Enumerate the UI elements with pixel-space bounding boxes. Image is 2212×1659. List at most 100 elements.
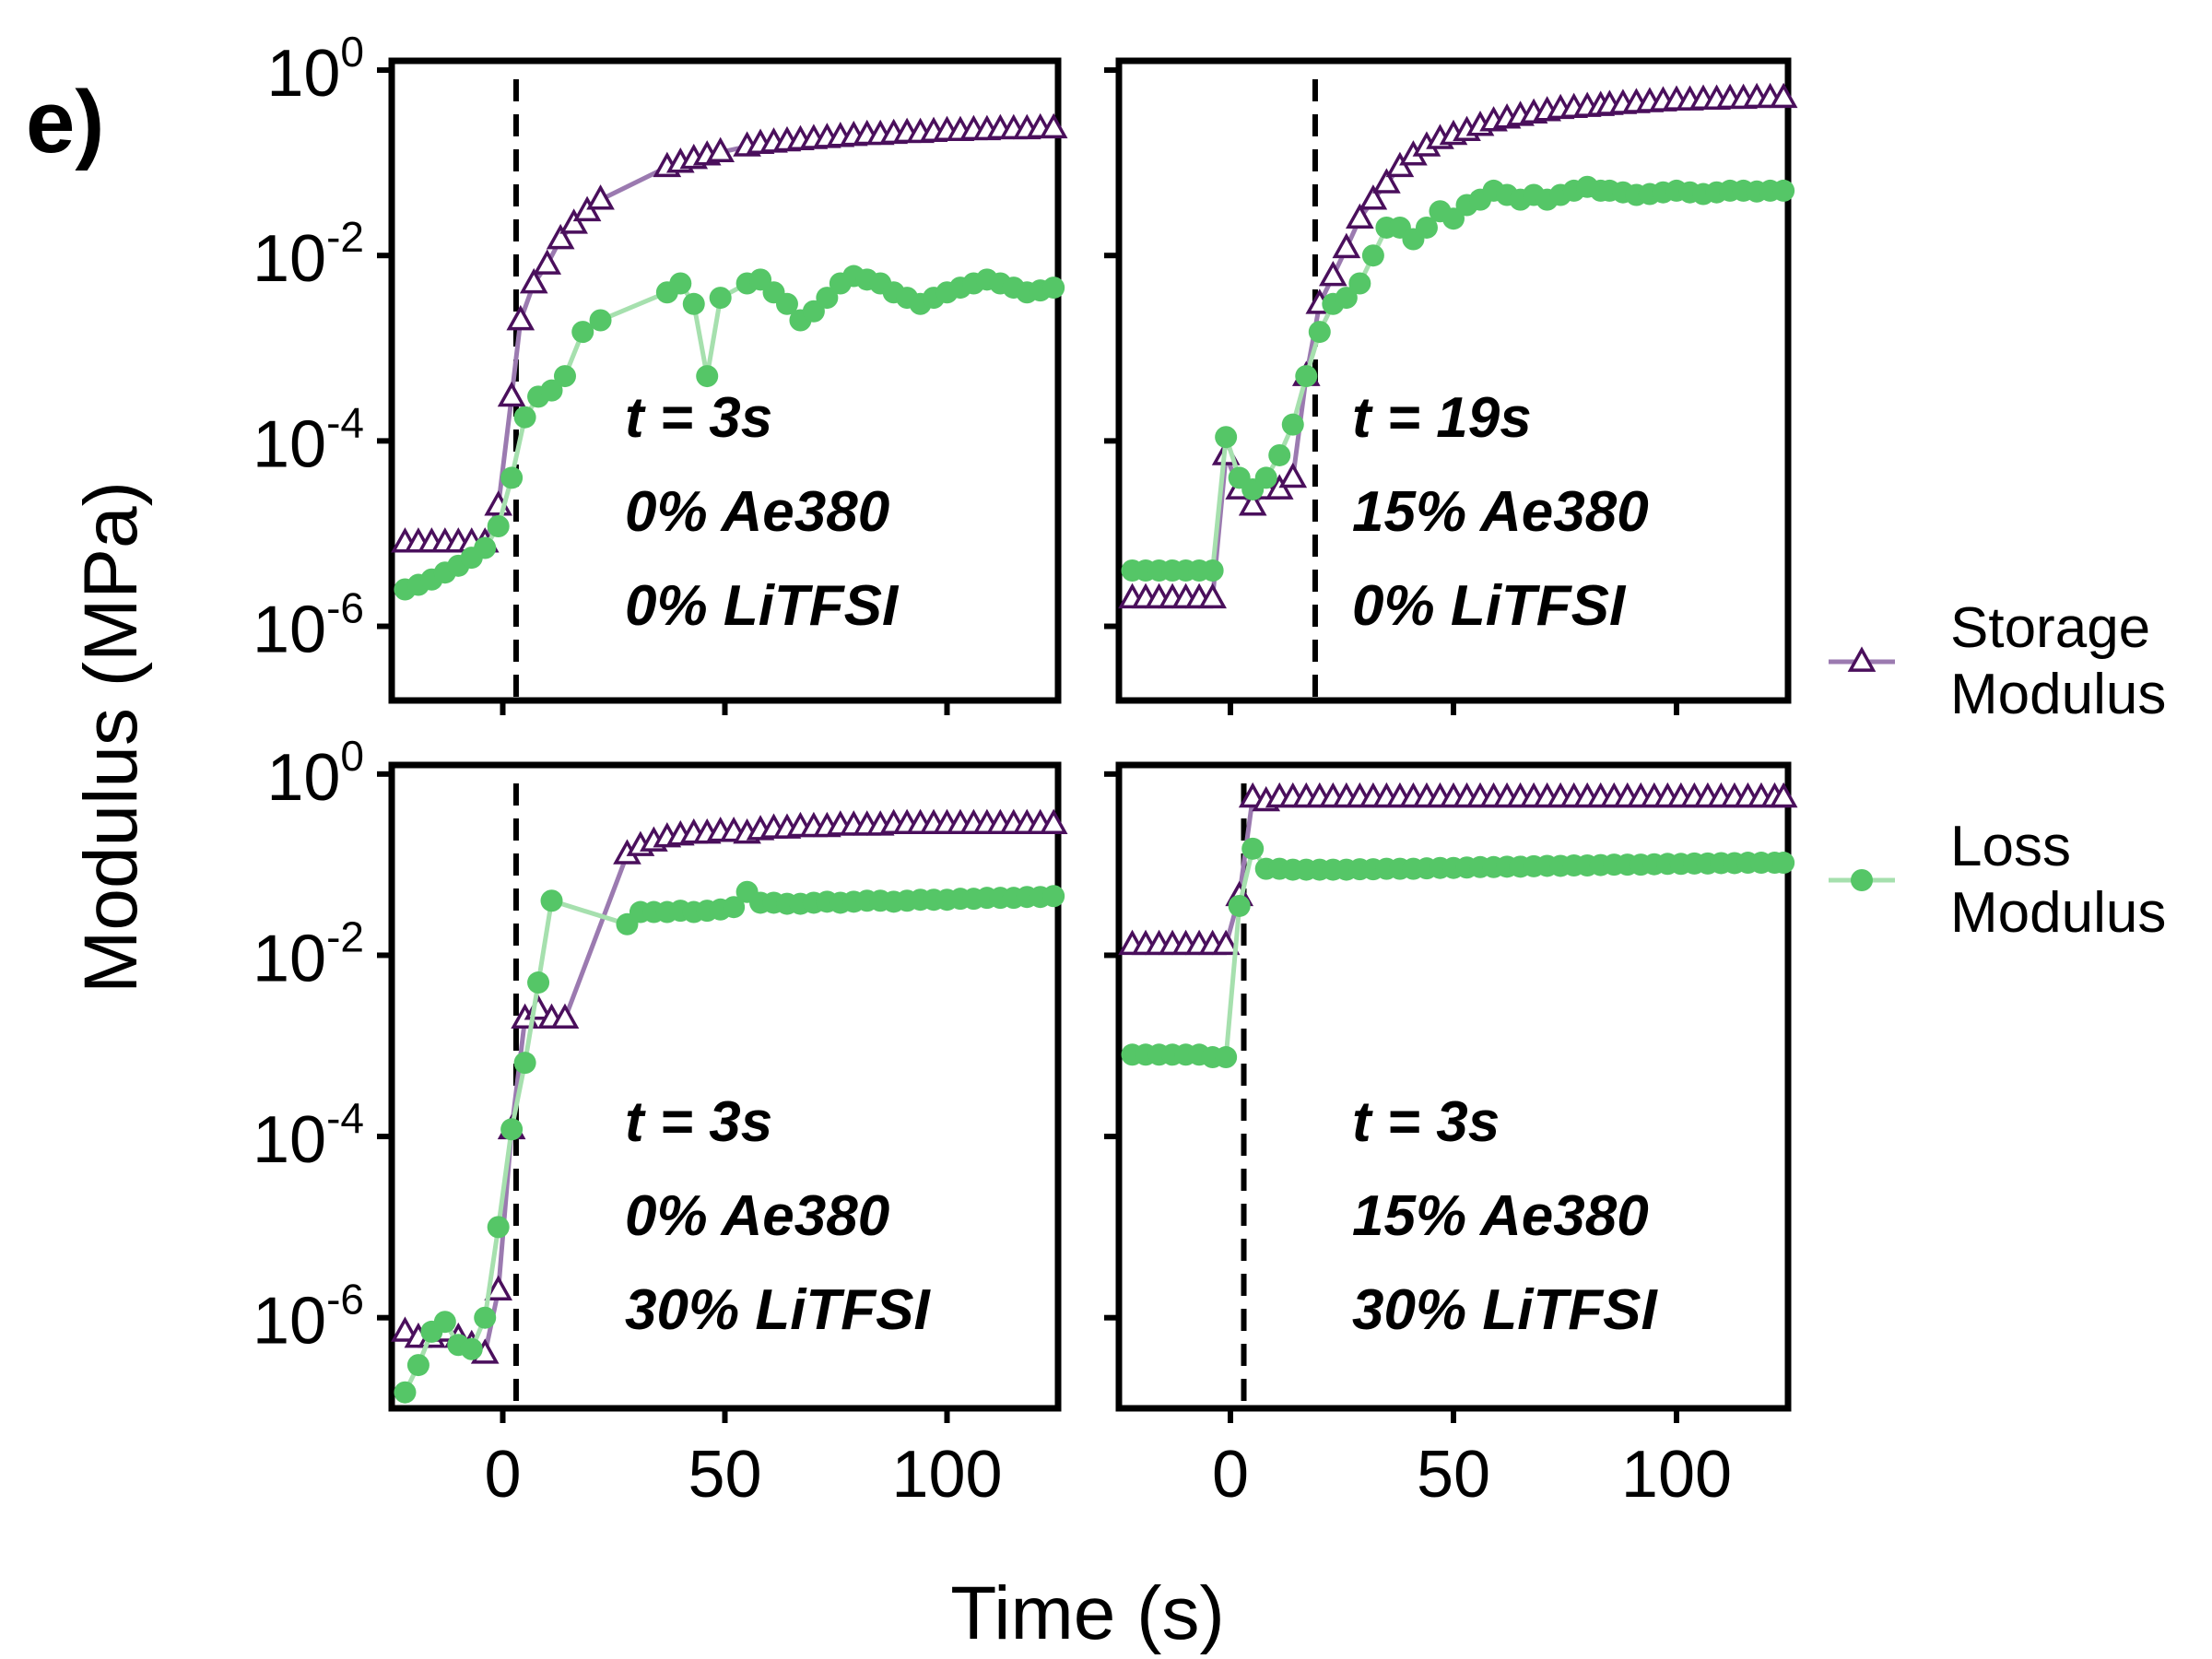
storage-modulus-point — [1372, 168, 1401, 194]
x-tick-label: 0 — [1212, 1438, 1249, 1512]
annotation-line: t = 19s — [1352, 386, 1532, 450]
loss-modulus-point — [1295, 365, 1318, 388]
y-tick-label: 10-4 — [253, 1094, 364, 1177]
annotation-line: 0% LiTFSI — [1352, 574, 1627, 638]
storage-modulus-point — [559, 208, 588, 234]
y-tick-label: 10-4 — [253, 398, 364, 481]
storage-modulus-point — [1039, 808, 1068, 835]
loss-modulus-point — [553, 365, 576, 388]
panel-top-left: 100 10-2 10-4 10-6 t = 3s 0% Ae380 0% LiTFSI — [253, 28, 1068, 715]
loss-modulus-point — [571, 321, 594, 344]
storage-modulus-point — [1359, 184, 1388, 210]
loss-modulus-point — [406, 1354, 429, 1377]
storage-modulus-point — [533, 249, 562, 275]
storage-modulus-point — [1769, 782, 1798, 808]
loss-modulus-point — [723, 896, 746, 919]
loss-modulus-point — [709, 287, 732, 310]
loss-modulus-point — [1201, 559, 1224, 582]
annotation-line: 15% Ae380 — [1352, 480, 1649, 544]
annotation-line: 15% Ae380 — [1352, 1184, 1649, 1248]
loss-modulus-point — [1361, 244, 1384, 267]
annotation-line: 0% LiTFSI — [625, 574, 900, 638]
annotation-line: 0% Ae380 — [625, 1184, 889, 1248]
y-tick-label: 10-6 — [253, 1276, 364, 1359]
y-axis-title: Modulus (MPa) — [69, 481, 153, 994]
loss-modulus-point — [474, 1306, 497, 1329]
y-tick-label: 100 — [266, 732, 364, 815]
y-tick-label: 10-2 — [253, 213, 364, 296]
loss-modulus-point — [1215, 426, 1238, 449]
storage-modulus-point — [497, 381, 526, 407]
x-tick-label: 50 — [1417, 1438, 1490, 1512]
panel-bottom-left: 100 10-2 10-4 10-6 0 50 100 t = 3s 0% Ae380 30% L… — [253, 732, 1068, 1512]
x-tick-label: 0 — [484, 1438, 521, 1512]
loss-modulus-point — [682, 292, 705, 315]
panel-top-right: t = 19s 15% Ae380 0% LiTFSI — [1104, 57, 1798, 715]
loss-modulus-point — [1268, 443, 1291, 466]
loss-modulus-point — [1772, 179, 1795, 202]
loss-modulus-point — [775, 292, 798, 315]
y-tick-label: 100 — [266, 28, 364, 111]
storage-modulus-point — [506, 304, 535, 331]
loss-modulus-point — [1254, 466, 1277, 489]
y-tick-label: 10-2 — [253, 912, 364, 995]
loss-modulus-point — [487, 514, 510, 537]
loss-modulus-point — [500, 1118, 524, 1141]
loss-modulus-point — [1281, 413, 1304, 436]
loss-modulus-point — [589, 309, 612, 332]
x-tick-label: 100 — [1621, 1438, 1732, 1512]
storage-modulus-point — [1346, 203, 1374, 229]
storage-modulus-point — [1318, 260, 1347, 287]
loss-modulus-point — [394, 1381, 417, 1404]
loss-modulus-point — [1415, 216, 1438, 239]
loss-modulus-point — [433, 1311, 456, 1334]
x-tick-label: 50 — [688, 1438, 761, 1512]
storage-modulus-point — [1211, 929, 1241, 956]
x-axis-title: Time (s) — [950, 1571, 1225, 1655]
annotation-line: t = 3s — [625, 386, 772, 450]
storage-modulus-point — [1769, 82, 1798, 109]
storage-modulus-point — [550, 1003, 580, 1030]
loss-modulus-point — [1772, 852, 1795, 875]
loss-modulus-point — [1228, 894, 1251, 917]
panel-letter: e) — [26, 73, 104, 171]
storage-modulus-point — [706, 136, 735, 163]
loss-modulus-point — [1241, 837, 1265, 860]
loss-modulus-point — [816, 287, 839, 310]
annotation-line: t = 3s — [625, 1090, 772, 1154]
storage-modulus-point — [519, 267, 548, 294]
loss-modulus-point — [1215, 1046, 1238, 1069]
loss-modulus-point — [513, 406, 536, 429]
loss-modulus-point — [540, 379, 563, 402]
storage-modulus-point — [586, 184, 615, 210]
loss-modulus-point — [802, 300, 825, 323]
loss-modulus-point — [1348, 272, 1371, 295]
legend-loss-marker — [1851, 869, 1873, 891]
loss-modulus-point — [487, 1216, 510, 1239]
loss-modulus-point — [1442, 207, 1465, 230]
storage-modulus-point — [1198, 582, 1227, 609]
annotation-line: 30% LiTFSI — [1352, 1278, 1659, 1342]
storage-modulus-point — [1039, 112, 1068, 139]
storage-modulus-point — [1332, 232, 1361, 259]
legend-label: Loss — [1950, 815, 2071, 878]
loss-modulus-point — [1335, 287, 1358, 310]
loss-modulus-point — [513, 1052, 536, 1075]
annotation-line: 0% Ae380 — [625, 480, 889, 544]
annotation-line: 30% LiTFSI — [625, 1278, 932, 1342]
loss-modulus-point — [460, 1337, 483, 1360]
storage-modulus-point — [546, 223, 575, 250]
annotation-line: t = 3s — [1352, 1090, 1500, 1154]
legend-label: Storage — [1950, 596, 2150, 660]
x-tick-label: 100 — [891, 1438, 1002, 1512]
loss-modulus-point — [1042, 276, 1065, 300]
legend-label: Modulus — [1950, 881, 2166, 945]
loss-modulus-point — [474, 536, 497, 559]
loss-modulus-point — [1042, 885, 1065, 908]
storage-modulus-point — [391, 1316, 419, 1342]
storage-modulus-point — [1278, 462, 1308, 488]
loss-modulus-point — [696, 365, 719, 388]
loss-modulus-point — [540, 889, 563, 912]
